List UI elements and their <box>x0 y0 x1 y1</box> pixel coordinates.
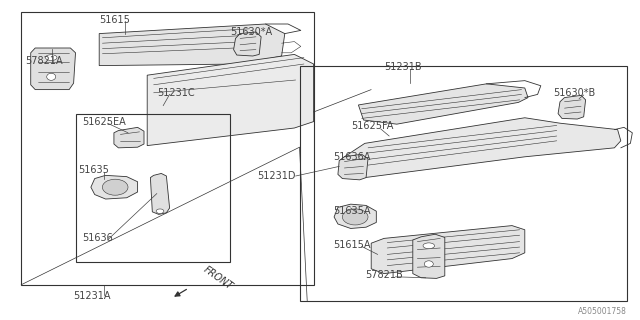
Polygon shape <box>344 118 621 178</box>
Polygon shape <box>114 127 144 148</box>
Ellipse shape <box>156 209 164 213</box>
Ellipse shape <box>424 261 433 267</box>
Text: 51625EA: 51625EA <box>82 116 125 127</box>
Polygon shape <box>99 24 285 66</box>
Text: 51630*B: 51630*B <box>554 88 596 98</box>
Text: 51615: 51615 <box>99 15 130 25</box>
Polygon shape <box>371 226 525 274</box>
Text: 57821A: 57821A <box>26 56 63 66</box>
Polygon shape <box>31 48 76 90</box>
Text: 51231B: 51231B <box>384 62 422 72</box>
Ellipse shape <box>423 243 435 249</box>
Polygon shape <box>147 54 314 146</box>
Polygon shape <box>334 204 376 228</box>
Polygon shape <box>358 84 528 124</box>
Bar <box>76 114 230 262</box>
Ellipse shape <box>45 55 57 60</box>
Polygon shape <box>558 95 586 119</box>
Text: 51635A: 51635A <box>333 206 371 216</box>
Text: A505001758: A505001758 <box>579 307 627 316</box>
Polygon shape <box>338 154 368 180</box>
Polygon shape <box>150 173 170 214</box>
Text: FRONT: FRONT <box>202 265 235 292</box>
Text: 51625FA: 51625FA <box>351 121 393 132</box>
Ellipse shape <box>342 209 368 225</box>
Text: 51231A: 51231A <box>74 291 111 301</box>
Text: 51615A: 51615A <box>333 240 371 250</box>
Text: 51231C: 51231C <box>157 88 195 98</box>
Text: 51635: 51635 <box>78 164 109 175</box>
Text: 51636: 51636 <box>82 233 113 244</box>
Bar <box>300 66 627 301</box>
Ellipse shape <box>47 73 56 80</box>
Text: 51630*A: 51630*A <box>230 27 273 37</box>
Text: 57821B: 57821B <box>365 270 403 280</box>
Polygon shape <box>91 175 138 199</box>
Text: 51636A: 51636A <box>333 152 370 162</box>
Ellipse shape <box>102 179 128 195</box>
Polygon shape <box>413 234 445 278</box>
Bar <box>21 12 314 285</box>
Polygon shape <box>234 32 261 56</box>
Text: 51231D: 51231D <box>257 171 296 181</box>
